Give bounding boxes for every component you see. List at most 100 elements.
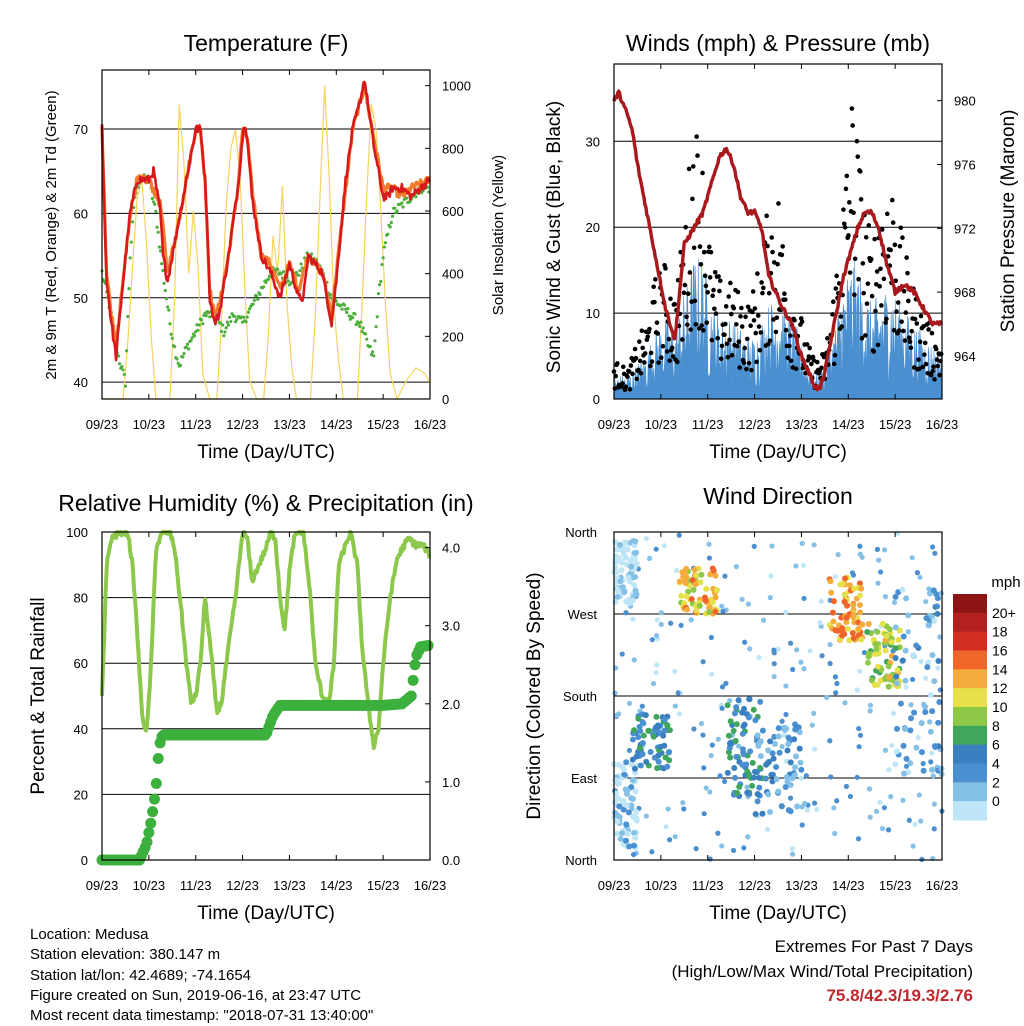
gust-point [752, 306, 758, 311]
gust-point [620, 381, 625, 386]
dewpoint-point [126, 314, 130, 319]
dewpoint-point [245, 315, 249, 319]
gust-point [766, 290, 772, 296]
temperature-ylabel-left: 2m & 9m T (Red, Orange) & 2m Td (Green) [43, 90, 60, 379]
gust-point [843, 186, 849, 192]
humidity-title: Relative Humidity (%) & Precipitation (i… [58, 490, 473, 516]
direction-point [683, 593, 690, 600]
gust-point [929, 330, 935, 336]
direction-point [892, 593, 899, 600]
direction-point [618, 567, 625, 574]
gust-point [685, 291, 691, 297]
direction-point [632, 573, 639, 580]
direction-point [866, 786, 873, 792]
gust-point [909, 328, 915, 334]
gust-point [899, 319, 904, 324]
y2-tick-label: 0.0 [442, 853, 460, 868]
direction-point [744, 784, 750, 790]
direction-point [626, 600, 633, 607]
dewpoint-point [414, 195, 418, 199]
x-tick-label: 10/23 [133, 417, 166, 432]
direction-point [781, 726, 788, 733]
direction-point [623, 610, 629, 616]
direction-point [783, 683, 789, 689]
direction-point [621, 771, 628, 778]
direction-point [892, 761, 899, 768]
direction-point [614, 811, 621, 818]
direction-point [846, 637, 853, 644]
y-tick-label: 80 [74, 591, 88, 606]
temperature-ylabel-right: Solar Insolation (Yellow) [490, 155, 507, 315]
direction-point [715, 830, 721, 836]
gust-point [847, 200, 852, 205]
dewpoint-point [232, 314, 236, 319]
gust-point [780, 244, 785, 249]
direction-point [628, 802, 635, 809]
direction-point [632, 538, 639, 545]
extremes-line2: (High/Low/Max Wind/Total Precipitation) [671, 961, 973, 981]
dewpoint-point [381, 256, 385, 260]
direction-panel: Wind Direction 09/23 10/23 11/23 12/23 13/23… [524, 483, 1021, 924]
gust-point [900, 328, 906, 334]
dewpoint-point [363, 332, 368, 336]
direction-point [775, 725, 782, 732]
direction-point [931, 826, 937, 832]
dewpoint-point [359, 320, 363, 324]
dewpoint-point [224, 326, 228, 330]
dewpoint-point [294, 270, 299, 275]
direction-point [719, 705, 725, 711]
direction-point [843, 619, 850, 626]
gust-point [917, 339, 923, 345]
y-tick-label: 30 [586, 134, 600, 149]
dewpoint-point [235, 318, 239, 322]
gust-point [717, 278, 723, 284]
direction-point [930, 773, 936, 779]
direction-point [655, 758, 662, 765]
gust-point [707, 244, 712, 250]
dewpoint-point [286, 279, 290, 283]
extremes-box: Extremes For Past 7 Days (High/Low/Max W… [672, 935, 973, 1009]
station-pressure-line [612, 89, 944, 392]
gust-point [648, 350, 654, 356]
direction-point [746, 696, 753, 703]
direction-point [886, 767, 892, 773]
direction-point [643, 813, 649, 819]
direction-point [886, 674, 893, 681]
relative-humidity-line [100, 530, 432, 750]
direction-point [760, 617, 767, 623]
direction-point [723, 680, 729, 686]
direction-point [787, 759, 794, 766]
colorbar-label: 20+ [992, 605, 1016, 621]
dewpoint-point [390, 214, 395, 218]
direction-point [935, 657, 942, 664]
direction-point [931, 801, 937, 807]
dewpoint-point [368, 344, 372, 349]
dewpoint-point [279, 272, 283, 276]
gust-point [807, 345, 812, 351]
direction-point [653, 670, 659, 676]
gust-point [878, 266, 883, 272]
direction-point [665, 806, 671, 812]
direction-point [706, 555, 713, 561]
gust-point [712, 306, 717, 312]
extremes-values: 75.8/42.3/19.3/2.76 [826, 986, 973, 1005]
direction-point [935, 665, 941, 671]
direction-point [730, 727, 737, 734]
direction-point [678, 592, 685, 599]
dewpoint-point [169, 332, 173, 336]
direction-point [932, 550, 938, 556]
direction-point [653, 546, 659, 552]
gust-point [674, 359, 680, 365]
gust-point [855, 154, 861, 159]
direction-point [873, 646, 880, 653]
direction-point [831, 805, 837, 811]
direction-point [643, 758, 650, 765]
gust-point [857, 169, 863, 174]
direction-point [762, 775, 769, 782]
direction-point [631, 582, 638, 589]
dewpoint-point [151, 200, 156, 204]
direction-point [923, 598, 929, 605]
y2-tick-label: 1.0 [442, 775, 460, 790]
direction-point [925, 659, 932, 666]
dewpoint-point [199, 318, 204, 322]
